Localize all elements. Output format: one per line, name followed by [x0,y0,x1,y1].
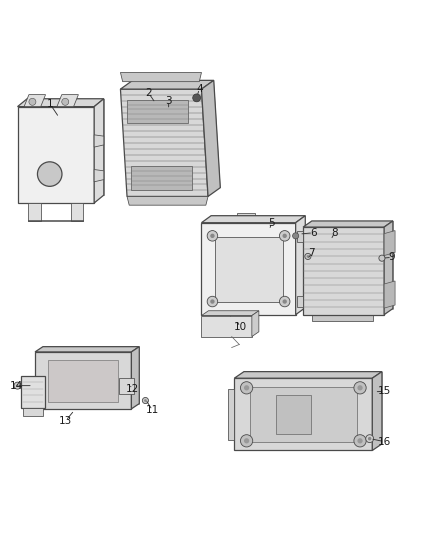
Text: 6: 6 [310,228,317,238]
Polygon shape [35,352,131,409]
Circle shape [29,98,36,106]
Circle shape [357,438,363,443]
Text: 15: 15 [378,386,391,397]
Polygon shape [234,378,372,450]
Circle shape [244,438,249,443]
Polygon shape [252,311,259,336]
Polygon shape [94,99,104,203]
Circle shape [283,233,287,238]
Circle shape [142,398,148,403]
Polygon shape [57,95,78,107]
Text: 13: 13 [59,416,72,426]
Circle shape [14,382,21,389]
Circle shape [354,435,366,447]
Polygon shape [297,296,303,307]
Circle shape [207,296,218,307]
Polygon shape [276,395,311,434]
Polygon shape [215,237,283,302]
Polygon shape [296,216,305,314]
Circle shape [283,300,287,304]
Circle shape [279,231,290,241]
Text: 7: 7 [308,248,315,258]
Circle shape [293,233,299,239]
Bar [230,314,251,332]
Polygon shape [131,346,139,409]
Circle shape [357,385,363,391]
Circle shape [210,233,215,238]
Circle shape [193,94,201,102]
Polygon shape [250,387,357,442]
Circle shape [354,382,366,394]
Polygon shape [312,221,393,309]
Polygon shape [48,360,118,402]
Polygon shape [201,216,305,223]
Text: 14: 14 [10,381,23,391]
Polygon shape [201,80,220,197]
Circle shape [379,255,385,261]
Polygon shape [228,389,234,440]
Text: 4: 4 [196,84,203,94]
Polygon shape [18,99,104,107]
Circle shape [62,98,69,106]
Polygon shape [127,197,208,205]
Text: 10: 10 [233,322,247,332]
Circle shape [366,435,374,442]
Polygon shape [133,80,220,188]
Polygon shape [18,107,94,203]
Circle shape [368,437,371,440]
Polygon shape [27,99,104,195]
Text: 3: 3 [165,96,172,106]
Circle shape [307,255,309,258]
Polygon shape [384,281,395,308]
Polygon shape [201,223,296,314]
Polygon shape [384,231,395,255]
Polygon shape [119,378,134,394]
Polygon shape [21,376,45,408]
Polygon shape [94,135,104,147]
Circle shape [279,296,290,307]
Polygon shape [71,203,83,221]
Text: 16: 16 [378,437,391,447]
Circle shape [16,384,19,387]
Circle shape [240,435,253,447]
Circle shape [210,300,215,304]
Circle shape [305,253,311,260]
Polygon shape [201,311,259,316]
Polygon shape [28,203,41,221]
Bar [312,314,373,321]
Text: 11: 11 [146,405,159,415]
Text: 1: 1 [47,100,54,109]
Polygon shape [127,100,188,124]
Text: 2: 2 [145,88,152,99]
Polygon shape [43,346,139,403]
Polygon shape [120,89,208,197]
Polygon shape [201,316,252,336]
Polygon shape [303,221,393,227]
Polygon shape [24,95,46,107]
Polygon shape [297,231,303,243]
Text: 9: 9 [389,252,396,262]
Circle shape [37,162,62,187]
Text: 5: 5 [268,217,275,228]
Polygon shape [120,72,201,82]
Polygon shape [372,372,382,450]
Circle shape [144,399,147,402]
Polygon shape [244,372,382,444]
Polygon shape [94,169,104,182]
Text: 8: 8 [331,228,338,238]
Polygon shape [303,227,384,314]
Polygon shape [234,372,382,378]
Polygon shape [384,221,393,314]
Bar [237,213,255,223]
Polygon shape [35,346,139,352]
Polygon shape [131,166,192,190]
Circle shape [207,231,218,241]
Circle shape [240,382,253,394]
Circle shape [244,385,249,391]
Text: 12: 12 [126,384,139,394]
Polygon shape [23,408,43,416]
Polygon shape [120,80,214,89]
